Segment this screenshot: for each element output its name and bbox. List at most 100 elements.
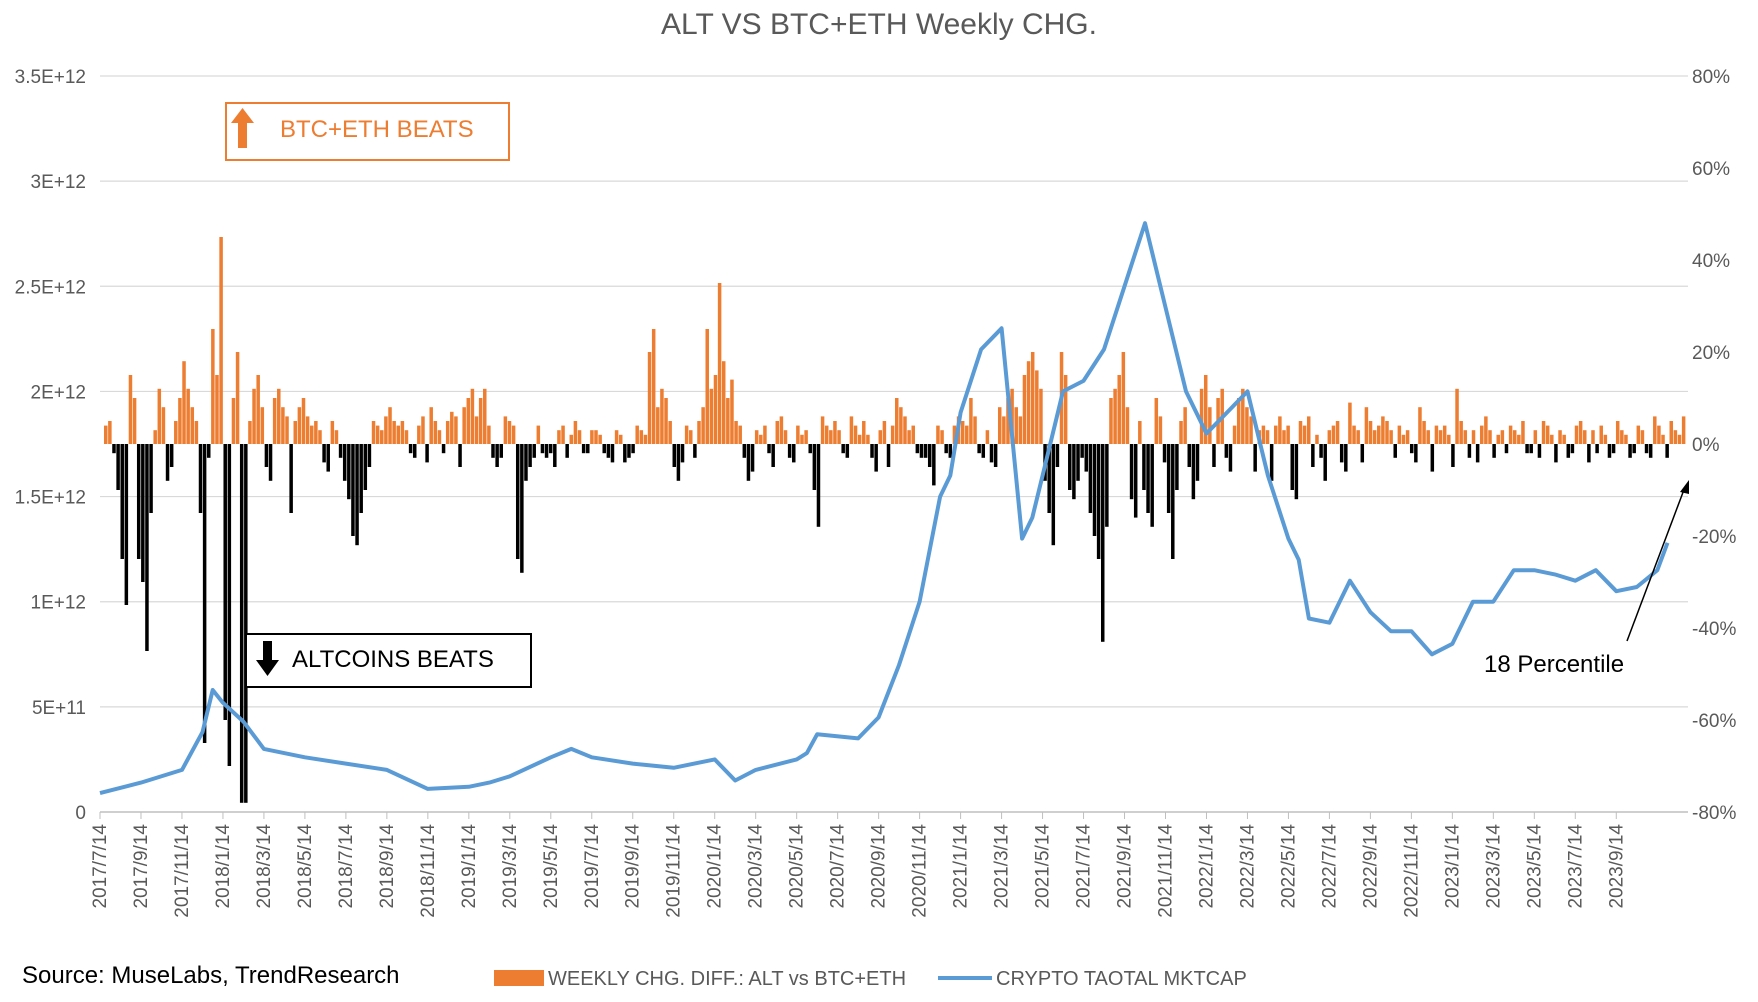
right-tick-label: 40%	[1692, 251, 1730, 272]
bar	[1570, 444, 1575, 454]
bar	[231, 398, 236, 444]
altcoins-beats-box: ALTCOINS BEATS	[245, 633, 532, 688]
bar	[890, 425, 895, 444]
bar	[1327, 430, 1332, 444]
bar	[985, 430, 990, 444]
bar	[771, 444, 775, 467]
bar	[1673, 430, 1678, 444]
x-tick-label: 2022/9/14	[1360, 824, 1381, 909]
bar	[553, 444, 557, 467]
x-tick-label: 2022/11/14	[1401, 824, 1422, 918]
bar	[1129, 444, 1134, 500]
bar	[792, 444, 796, 463]
bar	[433, 421, 438, 444]
bar	[1422, 421, 1426, 444]
bar	[1105, 444, 1109, 527]
left-tick-label: 2E+12	[31, 382, 86, 403]
bar	[1356, 430, 1360, 444]
bar	[503, 416, 508, 444]
bar	[882, 421, 887, 444]
bar	[767, 444, 771, 454]
bar	[1385, 421, 1389, 444]
bar	[1282, 430, 1286, 444]
bar	[1648, 444, 1653, 458]
bar	[178, 398, 182, 444]
bar	[355, 444, 359, 546]
bar	[1352, 425, 1356, 444]
bar	[689, 430, 693, 444]
bar	[198, 444, 203, 513]
bar	[581, 444, 586, 454]
x-tick-label: 2019/11/14	[664, 824, 685, 918]
bar	[1100, 444, 1105, 642]
bar	[108, 421, 112, 444]
bar	[1051, 444, 1056, 546]
legend-swatch-bars	[494, 970, 544, 986]
bar	[1245, 407, 1249, 444]
bar	[1521, 421, 1525, 444]
bar	[404, 430, 409, 444]
percentile-label: 18 Percentile	[1484, 651, 1624, 678]
bar	[1512, 430, 1517, 444]
bar	[878, 430, 883, 444]
bar	[705, 329, 709, 444]
bar	[590, 430, 594, 444]
bar	[606, 444, 611, 458]
bar	[1253, 444, 1257, 472]
bar	[474, 416, 479, 444]
bar	[174, 421, 178, 444]
bar	[862, 421, 866, 444]
bar	[1241, 388, 1245, 444]
bar	[1467, 444, 1472, 458]
bar	[701, 407, 705, 444]
bar	[400, 421, 405, 444]
bar	[1414, 444, 1418, 463]
bar	[569, 434, 574, 444]
bar	[1142, 444, 1146, 490]
left-tick-label: 1E+12	[31, 593, 86, 614]
bar	[824, 425, 829, 444]
altcoins-beats-label: ALTCOINS BEATS	[292, 646, 494, 673]
bar	[1591, 430, 1595, 444]
bar	[1566, 444, 1571, 458]
bar	[676, 444, 681, 481]
bar	[272, 398, 277, 444]
bar	[1339, 444, 1344, 463]
bar	[1393, 444, 1397, 458]
bar	[726, 398, 730, 444]
x-tick-label: 2023/9/14	[1606, 824, 1627, 909]
bar	[808, 444, 812, 454]
x-tick-label: 2020/3/14	[746, 824, 767, 909]
bar	[367, 444, 372, 467]
bar	[899, 407, 903, 444]
bar	[548, 444, 553, 454]
bar	[1681, 416, 1686, 444]
bar	[1665, 444, 1669, 458]
bar	[573, 421, 578, 444]
bar	[577, 430, 582, 444]
bar	[1080, 444, 1084, 458]
bar	[450, 411, 454, 444]
bar	[1092, 444, 1097, 536]
bar	[318, 430, 322, 444]
bar	[507, 421, 512, 444]
bar	[1109, 398, 1113, 444]
bar	[363, 444, 368, 490]
bar	[1475, 444, 1480, 463]
bar	[651, 329, 656, 444]
bar	[1047, 444, 1051, 513]
x-tick-label: 2020/5/14	[787, 824, 808, 909]
bar	[1035, 370, 1039, 444]
bar	[981, 444, 986, 458]
bar	[248, 421, 252, 444]
bar	[206, 444, 211, 458]
bar	[540, 444, 545, 454]
bar	[602, 444, 606, 454]
bar	[738, 425, 742, 444]
bar	[1076, 444, 1080, 481]
bar	[1055, 444, 1060, 467]
bar	[169, 444, 174, 467]
bar	[944, 444, 948, 454]
bar	[997, 407, 1002, 444]
bar	[227, 444, 232, 766]
